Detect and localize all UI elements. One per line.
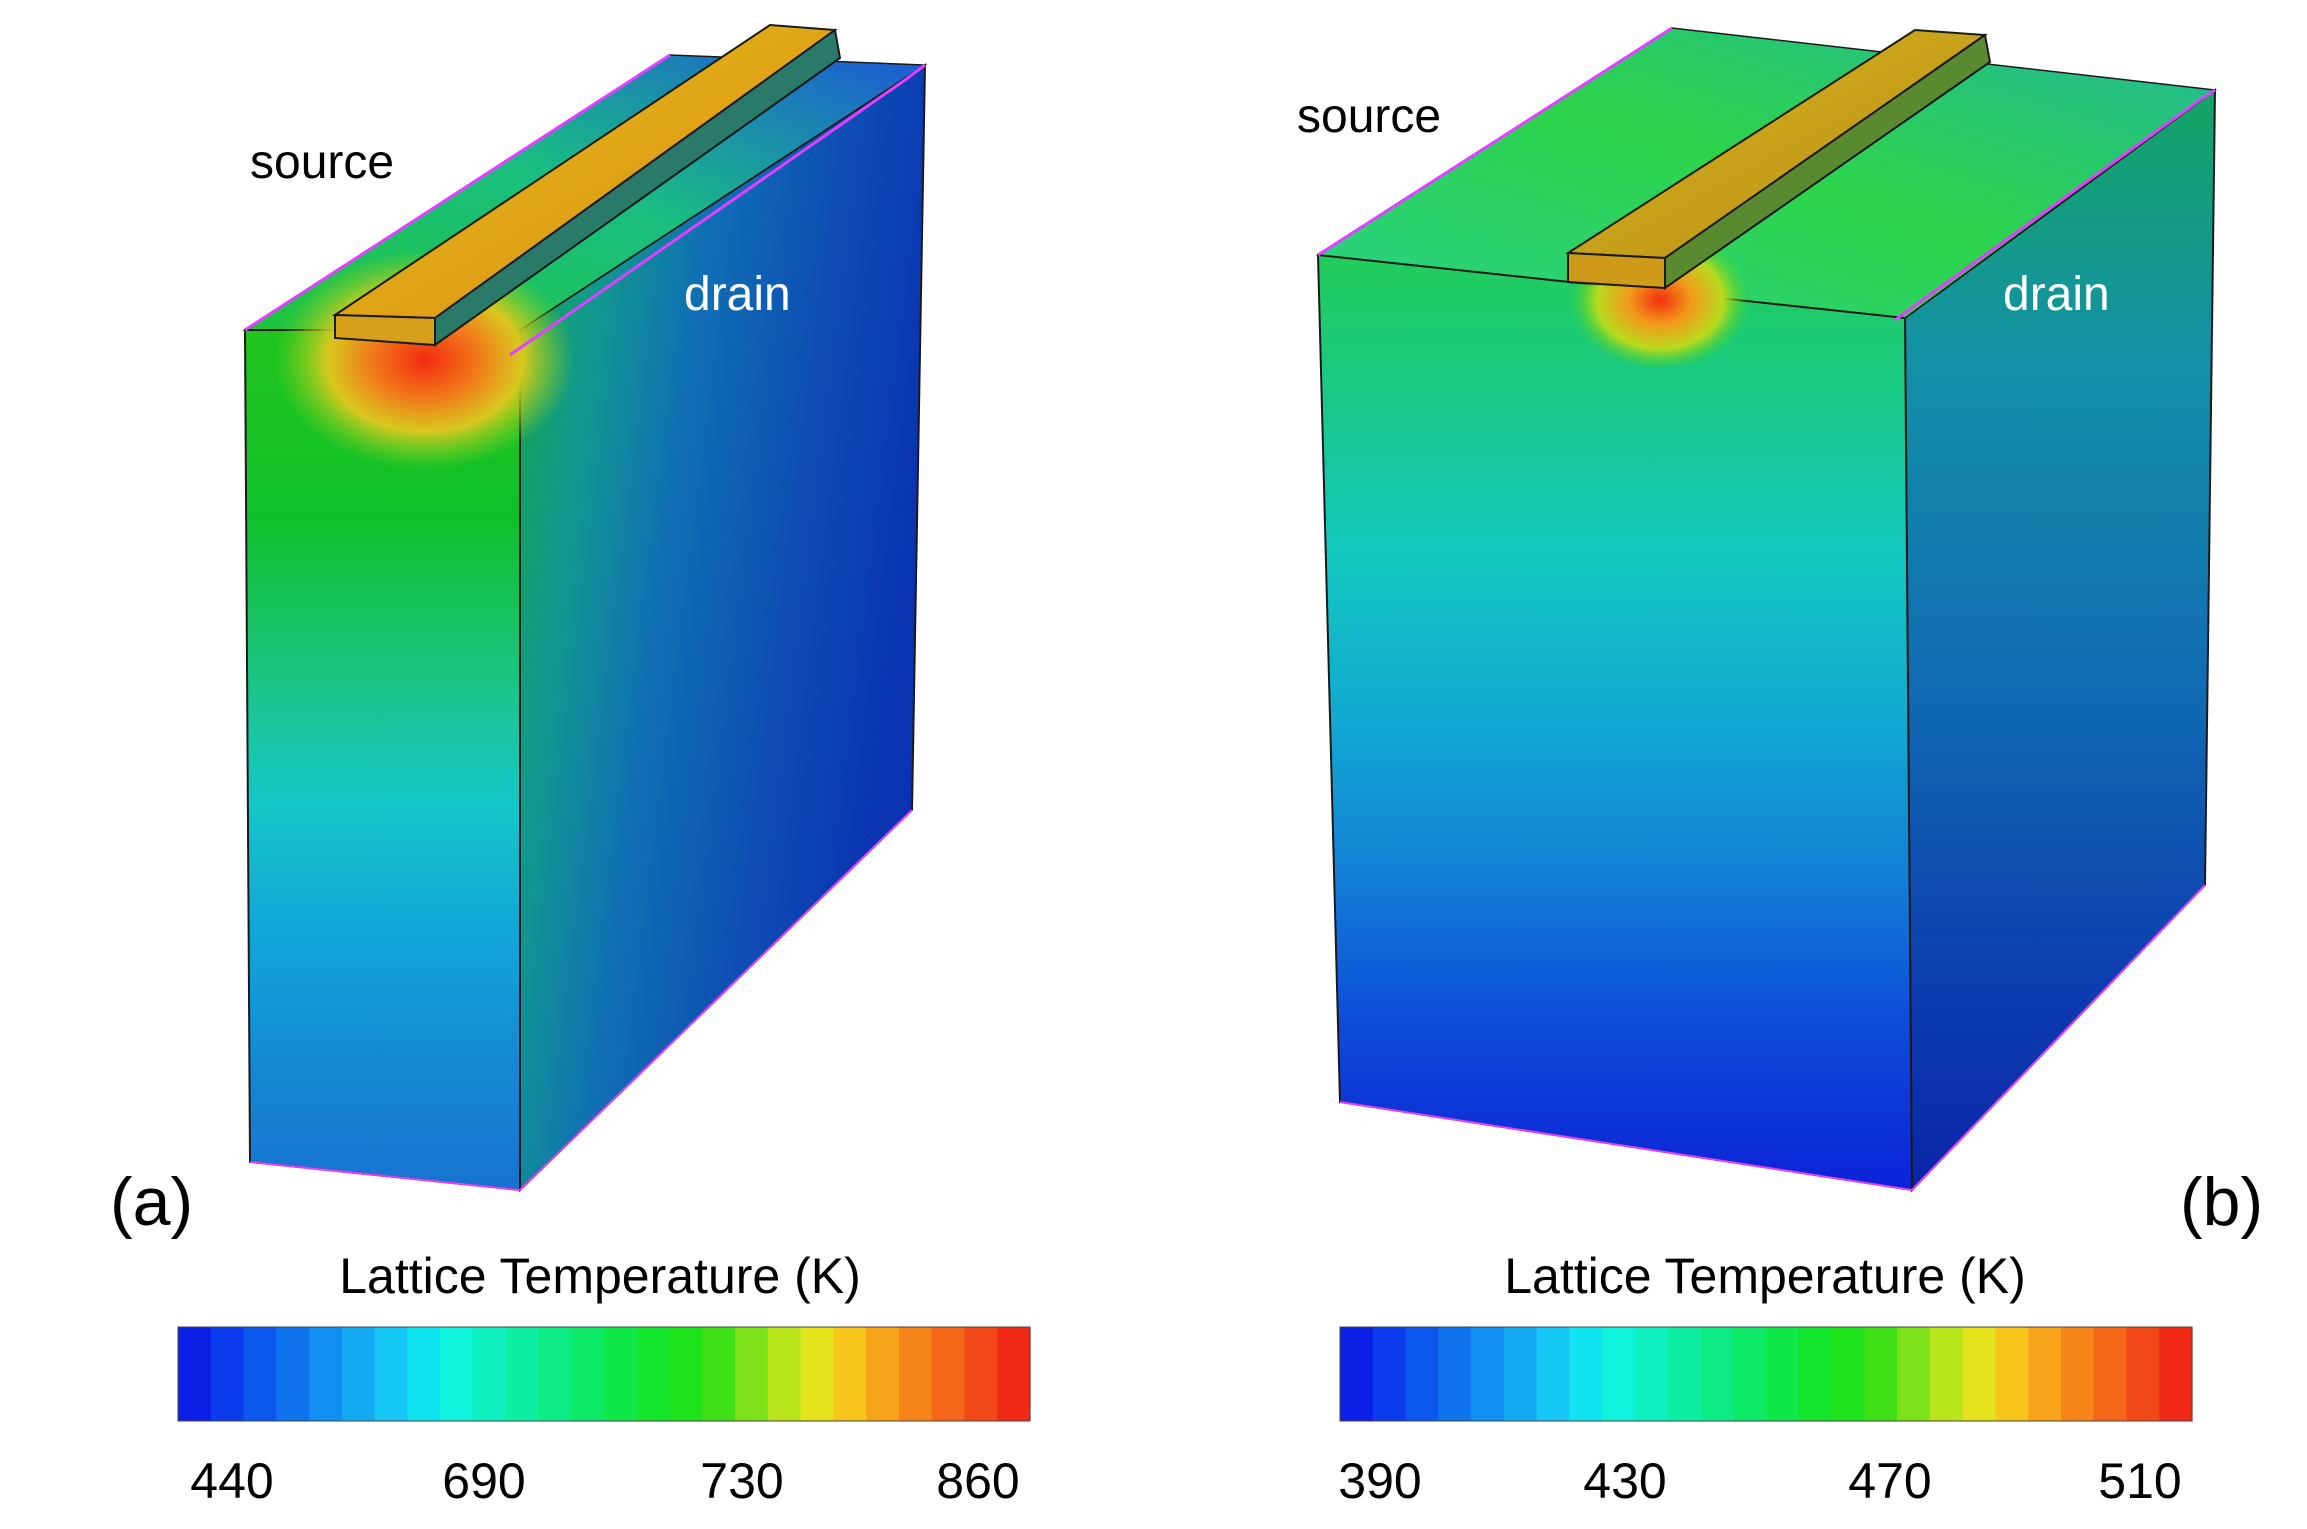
colorbar-tick-b-3: 510 bbox=[2098, 1453, 2181, 1509]
colorbar-step-b-1 bbox=[1372, 1327, 1407, 1421]
colorbar-step-b-9 bbox=[1634, 1327, 1669, 1421]
gate-side-a bbox=[434, 28, 842, 347]
colorbar-step-a-5 bbox=[341, 1327, 376, 1421]
gate-side-b bbox=[1664, 33, 1992, 290]
colorbar-tick-a-2: 730 bbox=[700, 1453, 783, 1509]
colorbar-step-a-12 bbox=[571, 1327, 605, 1421]
colorbar-step-a-4 bbox=[309, 1327, 343, 1421]
device-box-a bbox=[242, 23, 928, 1193]
colorbar-step-b-5 bbox=[1503, 1327, 1538, 1421]
colorbar-step-b-15 bbox=[1831, 1327, 1865, 1421]
colorbar-step-b-16 bbox=[1864, 1327, 1898, 1421]
colorbar-a: Lattice Temperature (K) 440 690 730 860 bbox=[177, 1248, 1031, 1509]
colorbar-gradient-a bbox=[178, 1327, 1031, 1421]
colorbar-step-a-0 bbox=[178, 1327, 212, 1421]
colorbar-title-a: Lattice Temperature (K) bbox=[339, 1248, 861, 1304]
drain-label-b: drain bbox=[2003, 268, 2110, 321]
colorbar-step-b-21 bbox=[2028, 1327, 2062, 1421]
colorbar-step-b-13 bbox=[1766, 1327, 1800, 1421]
colorbar-step-a-20 bbox=[833, 1327, 867, 1421]
source-contact-edge-a bbox=[244, 53, 671, 332]
bottom-edge-b bbox=[1339, 884, 2206, 1192]
colorbar-step-a-24 bbox=[964, 1327, 998, 1421]
colorbar-tick-a-3: 860 bbox=[936, 1453, 1019, 1509]
drain-contact-edge-a bbox=[509, 63, 926, 357]
colorbar-b: Lattice Temperature (K) 390 430 470 510 bbox=[1338, 1248, 2193, 1509]
colorbar-step-a-13 bbox=[604, 1327, 638, 1421]
panel-a: source drain (a) Lattice Temperature (K)… bbox=[110, 23, 1031, 1509]
colorbar-step-b-18 bbox=[1929, 1327, 1964, 1421]
colorbar-step-a-25 bbox=[997, 1327, 1031, 1421]
colorbar-gradient-b bbox=[1340, 1327, 2193, 1421]
source-label-b: source bbox=[1297, 90, 1441, 143]
colorbar-step-b-6 bbox=[1536, 1327, 1570, 1421]
colorbar-step-b-10 bbox=[1667, 1327, 1702, 1421]
colorbar-title-b: Lattice Temperature (K) bbox=[1504, 1248, 2026, 1304]
panel-label-b: (b) bbox=[2180, 1164, 2263, 1240]
colorbar-step-a-17 bbox=[735, 1327, 769, 1421]
colorbar-step-b-7 bbox=[1569, 1327, 1603, 1421]
panel-label-a: (a) bbox=[110, 1164, 193, 1240]
colorbar-step-a-1 bbox=[210, 1327, 245, 1421]
colorbar-step-b-19 bbox=[1962, 1327, 1996, 1421]
colorbar-step-b-11 bbox=[1700, 1327, 1734, 1421]
colorbar-step-b-20 bbox=[1995, 1327, 2029, 1421]
colorbar-step-b-3 bbox=[1438, 1327, 1472, 1421]
panel-b: source drain (b) Lattice Temperature (K)… bbox=[1297, 26, 2263, 1509]
colorbar-step-b-22 bbox=[2060, 1327, 2095, 1421]
colorbar-step-a-21 bbox=[866, 1327, 900, 1421]
colorbar-step-a-10 bbox=[505, 1327, 540, 1421]
colorbar-step-b-24 bbox=[2126, 1327, 2160, 1421]
colorbar-step-a-18 bbox=[767, 1327, 802, 1421]
colorbar-tick-b-2: 470 bbox=[1848, 1453, 1931, 1509]
colorbar-step-a-14 bbox=[636, 1327, 671, 1421]
colorbar-tick-a-0: 440 bbox=[190, 1453, 273, 1509]
colorbar-step-a-23 bbox=[931, 1327, 966, 1421]
colorbar-step-a-22 bbox=[898, 1327, 933, 1421]
source-label-a: source bbox=[250, 136, 394, 189]
colorbar-step-a-7 bbox=[407, 1327, 441, 1421]
source-contact-edge-b bbox=[1317, 26, 1673, 257]
colorbar-step-b-8 bbox=[1602, 1327, 1636, 1421]
colorbar-step-b-25 bbox=[2159, 1327, 2193, 1421]
colorbar-step-b-17 bbox=[1897, 1327, 1931, 1421]
device-box-b bbox=[1315, 26, 2217, 1193]
colorbar-step-b-14 bbox=[1798, 1327, 1833, 1421]
colorbar-tick-a-1: 690 bbox=[442, 1453, 525, 1509]
colorbar-step-a-9 bbox=[472, 1327, 507, 1421]
colorbar-tick-b-0: 390 bbox=[1338, 1453, 1421, 1509]
colorbar-step-a-15 bbox=[669, 1327, 703, 1421]
bottom-edge-a bbox=[249, 809, 913, 1192]
colorbar-step-a-8 bbox=[440, 1327, 474, 1421]
colorbar-step-b-0 bbox=[1340, 1327, 1374, 1421]
colorbar-step-a-3 bbox=[276, 1327, 310, 1421]
colorbar-step-b-2 bbox=[1405, 1327, 1439, 1421]
drain-label-a: drain bbox=[684, 268, 791, 321]
colorbar-step-a-6 bbox=[374, 1327, 408, 1421]
front-face-b bbox=[1316, 253, 1914, 1192]
gate-front-b bbox=[1567, 251, 1666, 290]
drain-contact-edge-b bbox=[1894, 88, 2216, 322]
colorbar-step-b-12 bbox=[1733, 1327, 1767, 1421]
colorbar-step-b-4 bbox=[1471, 1327, 1505, 1421]
colorbar-step-b-23 bbox=[2093, 1327, 2128, 1421]
colorbar-step-a-19 bbox=[800, 1327, 834, 1421]
colorbar-step-a-16 bbox=[702, 1327, 736, 1421]
colorbar-step-a-2 bbox=[243, 1327, 277, 1421]
colorbar-step-a-11 bbox=[538, 1327, 572, 1421]
colorbar-tick-b-1: 430 bbox=[1583, 1453, 1666, 1509]
